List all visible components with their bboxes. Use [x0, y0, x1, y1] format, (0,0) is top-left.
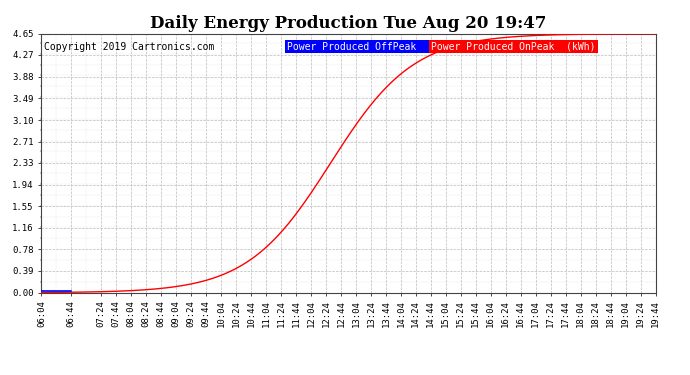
Text: Copyright 2019 Cartronics.com: Copyright 2019 Cartronics.com [44, 42, 215, 51]
Text: Power Produced OnPeak  (kWh): Power Produced OnPeak (kWh) [431, 42, 596, 51]
Title: Daily Energy Production Tue Aug 20 19:47: Daily Energy Production Tue Aug 20 19:47 [150, 15, 546, 32]
Text: Power Produced OffPeak  (kWh): Power Produced OffPeak (kWh) [287, 42, 457, 51]
